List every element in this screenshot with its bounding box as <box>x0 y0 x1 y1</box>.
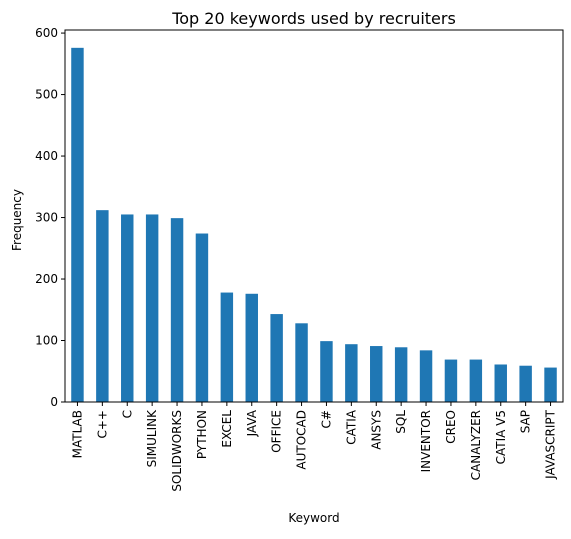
x-tick-label: CANALYZER <box>469 410 483 480</box>
x-tick-label: JAVA <box>245 409 259 437</box>
x-tick-label: CATIA V5 <box>494 410 508 464</box>
bar-python <box>195 233 209 402</box>
bar-solidworks <box>170 218 184 402</box>
bar-office <box>270 314 283 402</box>
bar-sap <box>519 365 532 402</box>
x-axis-label: Keyword <box>288 511 339 525</box>
bar-cplusplus <box>96 210 109 402</box>
x-tick-label: EXCEL <box>220 410 234 448</box>
x-tick-label: CREO <box>444 410 458 444</box>
x-ticks-group: MATLAB C++ C SIMULINK SOLIDWORKS PYTHON EXCEL J… <box>70 402 558 492</box>
x-tick-label: C <box>120 410 134 418</box>
y-tick-label: 100 <box>35 334 58 348</box>
x-tick-label: SQL <box>394 410 408 434</box>
x-tick-label: C# <box>319 410 333 428</box>
bar-inventor <box>419 350 433 402</box>
y-axis-label: Frequency <box>10 189 24 251</box>
bar-simulink <box>145 214 159 402</box>
bar-excel <box>220 292 234 402</box>
bar-csharp <box>320 341 333 402</box>
bar-canalyzer <box>469 359 483 402</box>
bar-catia-v5 <box>494 364 507 402</box>
bar-c <box>121 214 134 402</box>
x-tick-label: CATIA <box>344 409 358 445</box>
bar-autocad <box>295 323 308 402</box>
y-tick-label: 600 <box>35 26 58 40</box>
bar-catia <box>345 344 358 402</box>
x-tick-label: C++ <box>95 410 109 439</box>
x-tick-label: SAP <box>519 410 533 433</box>
x-tick-label: SIMULINK <box>145 409 159 467</box>
bar-java <box>245 293 258 402</box>
y-tick-label: 0 <box>50 395 58 409</box>
y-tick-label: 300 <box>35 211 58 225</box>
bar-creo <box>444 359 458 402</box>
plot-frame <box>64 29 564 403</box>
x-tick-label: PYTHON <box>195 410 209 459</box>
y-ticks-group: 0 100 200 300 400 500 600 <box>35 26 65 409</box>
y-tick-label: 400 <box>35 149 58 163</box>
x-tick-label: AUTOCAD <box>295 410 309 470</box>
y-tick-label: 500 <box>35 88 58 102</box>
bar-javascript <box>544 367 557 402</box>
x-tick-label: ANSYS <box>369 410 383 450</box>
x-tick-label: JAVASCRIPT <box>544 409 558 480</box>
chart-title: Top 20 keywords used by recruiters <box>171 9 456 28</box>
bar-sql <box>394 347 408 402</box>
bar-ansys <box>370 346 383 402</box>
bar-matlab <box>71 47 84 402</box>
bars-group <box>71 47 557 402</box>
x-tick-label: INVENTOR <box>419 410 433 472</box>
x-tick-label: OFFICE <box>270 410 284 453</box>
x-tick-label: SOLIDWORKS <box>170 410 184 492</box>
x-tick-label: MATLAB <box>70 410 84 458</box>
y-tick-label: 200 <box>35 272 58 286</box>
